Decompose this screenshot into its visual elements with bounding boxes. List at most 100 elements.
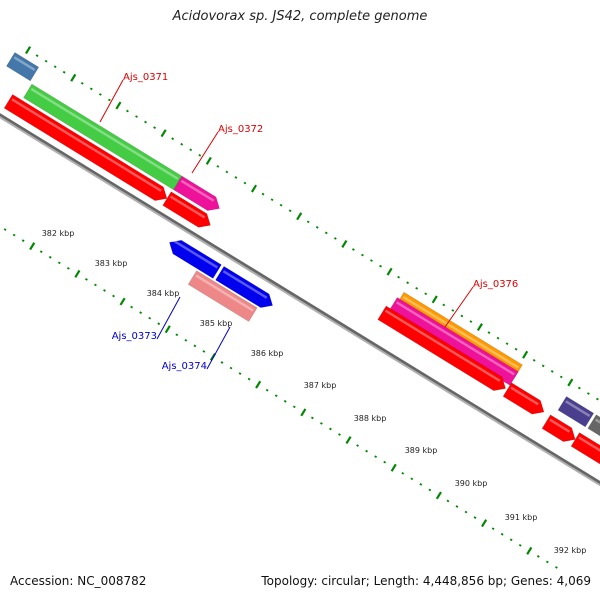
kbp-label: 392 kbp xyxy=(554,546,587,555)
gene-label-ajs_0373[interactable]: Ajs_0373 xyxy=(112,331,157,342)
feature-highlight xyxy=(195,274,254,312)
accession-label: Accession: NC_008782 xyxy=(10,574,147,588)
minor-tick xyxy=(94,283,97,287)
kbp-label: 387 kbp xyxy=(304,381,337,390)
feature-red-arrow xyxy=(502,382,545,415)
major-tick xyxy=(29,242,36,251)
minor-tick xyxy=(487,331,491,334)
minor-tick xyxy=(491,527,495,531)
feature-red-arrow xyxy=(570,432,600,465)
minor-tick xyxy=(379,264,382,268)
major-tick xyxy=(160,129,167,138)
minor-tick xyxy=(103,289,106,292)
minor-tick xyxy=(175,333,179,337)
gene-label-ajs_0371[interactable]: Ajs_0371 xyxy=(123,72,168,83)
minor-tick xyxy=(288,209,292,213)
label-pointer-line xyxy=(444,286,474,328)
minor-tick xyxy=(370,259,373,262)
feature-highlight xyxy=(565,400,591,417)
minor-tick xyxy=(500,532,504,536)
feature-red-arrow xyxy=(377,305,506,391)
feature-pink-bar xyxy=(187,270,258,322)
minor-tick xyxy=(270,198,274,202)
feature-highlight xyxy=(11,98,162,192)
feature-highlight xyxy=(30,87,179,180)
minor-tick xyxy=(57,261,61,265)
minor-tick xyxy=(202,350,206,353)
gene-label-group: Ajs_0371 Ajs_0372 Ajs_0373 Ajs_0374 Ajs_0376 xyxy=(112,72,519,372)
minor-tick xyxy=(139,311,143,314)
feature-highlight xyxy=(180,179,215,202)
minor-tick xyxy=(424,292,428,296)
major-tick xyxy=(345,436,352,445)
minor-tick xyxy=(234,176,238,179)
minor-tick xyxy=(496,336,500,340)
gene-label-ajs_0374[interactable]: Ajs_0374 xyxy=(162,361,207,372)
minor-tick xyxy=(559,375,563,379)
minor-tick xyxy=(406,281,410,285)
minor-tick xyxy=(310,416,314,420)
minor-tick xyxy=(351,248,355,251)
feature-track xyxy=(3,52,600,465)
minor-tick xyxy=(451,309,455,312)
minor-tick xyxy=(541,364,545,368)
minor-tick xyxy=(144,120,147,124)
gene-label-ajs_0372[interactable]: Ajs_0372 xyxy=(218,124,263,135)
major-tick xyxy=(567,378,574,387)
backbone-line xyxy=(0,113,600,485)
major-tick xyxy=(115,101,122,110)
genome-backbone xyxy=(0,113,600,487)
minor-tick xyxy=(98,93,102,96)
kbp-label: 383 kbp xyxy=(95,259,128,268)
minor-tick xyxy=(464,510,468,514)
minor-tick xyxy=(229,366,233,370)
minor-tick xyxy=(315,226,319,229)
minor-tick xyxy=(66,266,70,270)
minor-tick xyxy=(238,372,242,375)
minor-tick xyxy=(401,471,405,475)
feature-highlight xyxy=(172,239,219,269)
minor-tick xyxy=(148,316,152,320)
minor-tick xyxy=(157,322,161,326)
minor-tick xyxy=(428,488,432,492)
minor-tick xyxy=(509,538,513,542)
minor-tick xyxy=(365,449,369,453)
minor-tick xyxy=(469,320,473,323)
major-tick xyxy=(435,491,442,500)
label-pointer-line xyxy=(191,131,219,174)
feature-grey-bar xyxy=(587,414,600,437)
minor-tick xyxy=(198,154,202,157)
major-tick xyxy=(526,546,533,555)
minor-tick xyxy=(550,370,554,373)
backbone-line xyxy=(0,116,600,487)
major-tick xyxy=(476,323,483,332)
major-tick xyxy=(386,267,393,276)
minor-tick xyxy=(446,499,450,503)
minor-tick xyxy=(130,305,134,309)
gene-label-ajs_0376[interactable]: Ajs_0376 xyxy=(473,279,518,290)
feature-magenta-arrow xyxy=(173,175,220,211)
major-tick xyxy=(119,297,126,306)
minor-tick xyxy=(48,255,52,259)
feature-highlight xyxy=(510,386,539,406)
major-tick xyxy=(431,295,438,304)
major-tick xyxy=(341,239,348,248)
label-pointers xyxy=(99,79,474,370)
topology-label: Topology: circular; Length: 4,448,856 bp… xyxy=(261,574,591,588)
major-tick xyxy=(74,269,81,278)
major-tick xyxy=(390,463,397,472)
minor-tick xyxy=(85,278,88,281)
minor-tick xyxy=(292,405,296,409)
major-tick xyxy=(250,184,258,193)
feature-highlight xyxy=(384,309,501,382)
minor-tick xyxy=(460,314,464,318)
minor-tick xyxy=(518,543,522,547)
feature-highlight xyxy=(402,295,520,369)
minor-tick xyxy=(415,286,419,290)
minor-tick xyxy=(319,422,323,425)
minor-tick xyxy=(374,455,378,459)
minor-tick xyxy=(171,137,175,141)
minor-tick xyxy=(220,361,224,364)
major-tick xyxy=(164,325,171,334)
